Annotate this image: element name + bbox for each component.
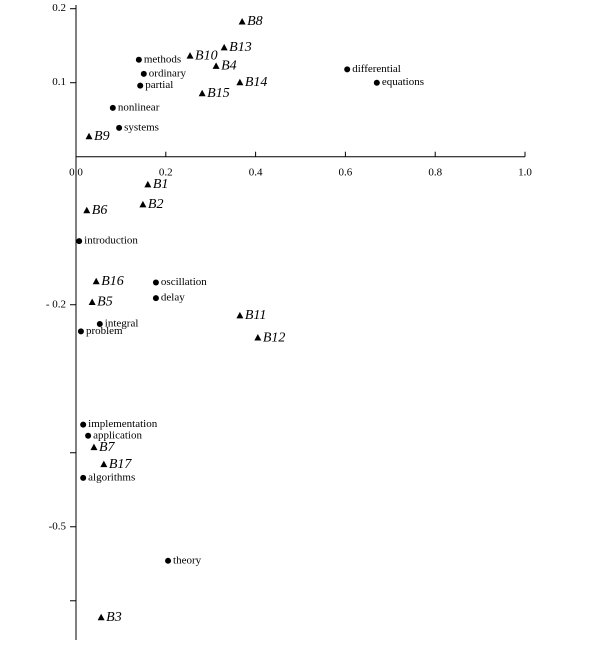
circle-point <box>152 295 159 302</box>
triangle-point <box>254 334 262 341</box>
y-tick-label: 0.2 <box>52 2 66 14</box>
x-tick-label: 0.2 <box>159 166 173 178</box>
x-tick-label: 0.0 <box>69 166 83 178</box>
triangle-point <box>236 78 244 86</box>
point-label: B12 <box>263 330 286 345</box>
circle-point <box>76 238 83 245</box>
point-label: B11 <box>245 308 267 323</box>
point-label: delay <box>161 292 185 304</box>
point-label: B14 <box>245 75 268 90</box>
point-label: B15 <box>207 86 230 101</box>
triangle-point <box>83 206 91 214</box>
point-label: equations <box>382 76 424 88</box>
triangle-point <box>88 298 96 306</box>
circle-point <box>137 82 144 89</box>
triangle-point <box>85 132 93 140</box>
point-label: B6 <box>92 203 108 218</box>
point-label: B2 <box>148 197 164 212</box>
circle-point <box>152 279 159 286</box>
circle-point <box>165 557 172 564</box>
triangle-point <box>220 43 228 51</box>
triangle-point <box>139 200 147 208</box>
point-label: B3 <box>106 610 122 625</box>
point-label: nonlinear <box>118 101 160 113</box>
point-label: integral <box>105 318 139 330</box>
circle-point <box>344 66 351 73</box>
point-label: B17 <box>109 457 133 472</box>
point-label: partial <box>145 79 173 91</box>
point-label: B10 <box>195 48 218 63</box>
circle-point <box>77 328 84 335</box>
point-label: implementation <box>88 418 158 430</box>
point-label: B9 <box>94 129 110 144</box>
point-label: methods <box>144 53 181 65</box>
x-tick-label: 0.6 <box>339 166 353 178</box>
point-label: B13 <box>229 40 252 55</box>
y-tick-label: 0.1 <box>52 76 66 88</box>
point-label: B8 <box>247 14 263 29</box>
point-label: theory <box>173 554 202 566</box>
point-label: B5 <box>97 295 113 310</box>
circle-point <box>135 56 142 63</box>
circle-point <box>140 70 147 77</box>
x-tick-label: 0.4 <box>249 166 263 178</box>
point-label: B16 <box>101 274 124 289</box>
circle-point <box>373 79 380 86</box>
point-label: oscillation <box>161 276 207 288</box>
triangle-point <box>238 18 246 25</box>
point-label: B1 <box>153 177 169 192</box>
triangle-point <box>92 277 100 285</box>
triangle-point <box>144 180 152 188</box>
point-label: B4 <box>221 59 237 74</box>
point-label: B7 <box>99 440 116 455</box>
circle-point <box>80 474 87 481</box>
circle-point <box>80 421 87 428</box>
y-tick-label: - 0.2 <box>46 298 66 310</box>
x-tick-label: 1.0 <box>518 166 532 178</box>
point-label: ordinary <box>149 67 187 79</box>
triangle-point <box>186 52 194 59</box>
point-label: introduction <box>84 235 138 247</box>
point-label: application <box>93 429 142 441</box>
point-label: systems <box>124 121 159 133</box>
point-label: problem <box>86 325 123 337</box>
circle-point <box>109 104 116 111</box>
triangle-point <box>236 311 244 319</box>
point-label: algorithms <box>88 471 135 483</box>
x-tick-label: 0.8 <box>428 166 442 178</box>
triangle-point <box>100 460 108 468</box>
triangle-point <box>198 89 206 97</box>
point-label: differential <box>352 63 401 75</box>
triangle-point <box>97 613 105 621</box>
y-tick-label: -0.5 <box>49 520 67 532</box>
circle-point <box>96 320 103 327</box>
triangle-point <box>212 62 220 69</box>
triangle-point <box>90 443 98 451</box>
circle-point <box>85 432 92 439</box>
circle-point <box>116 124 123 131</box>
